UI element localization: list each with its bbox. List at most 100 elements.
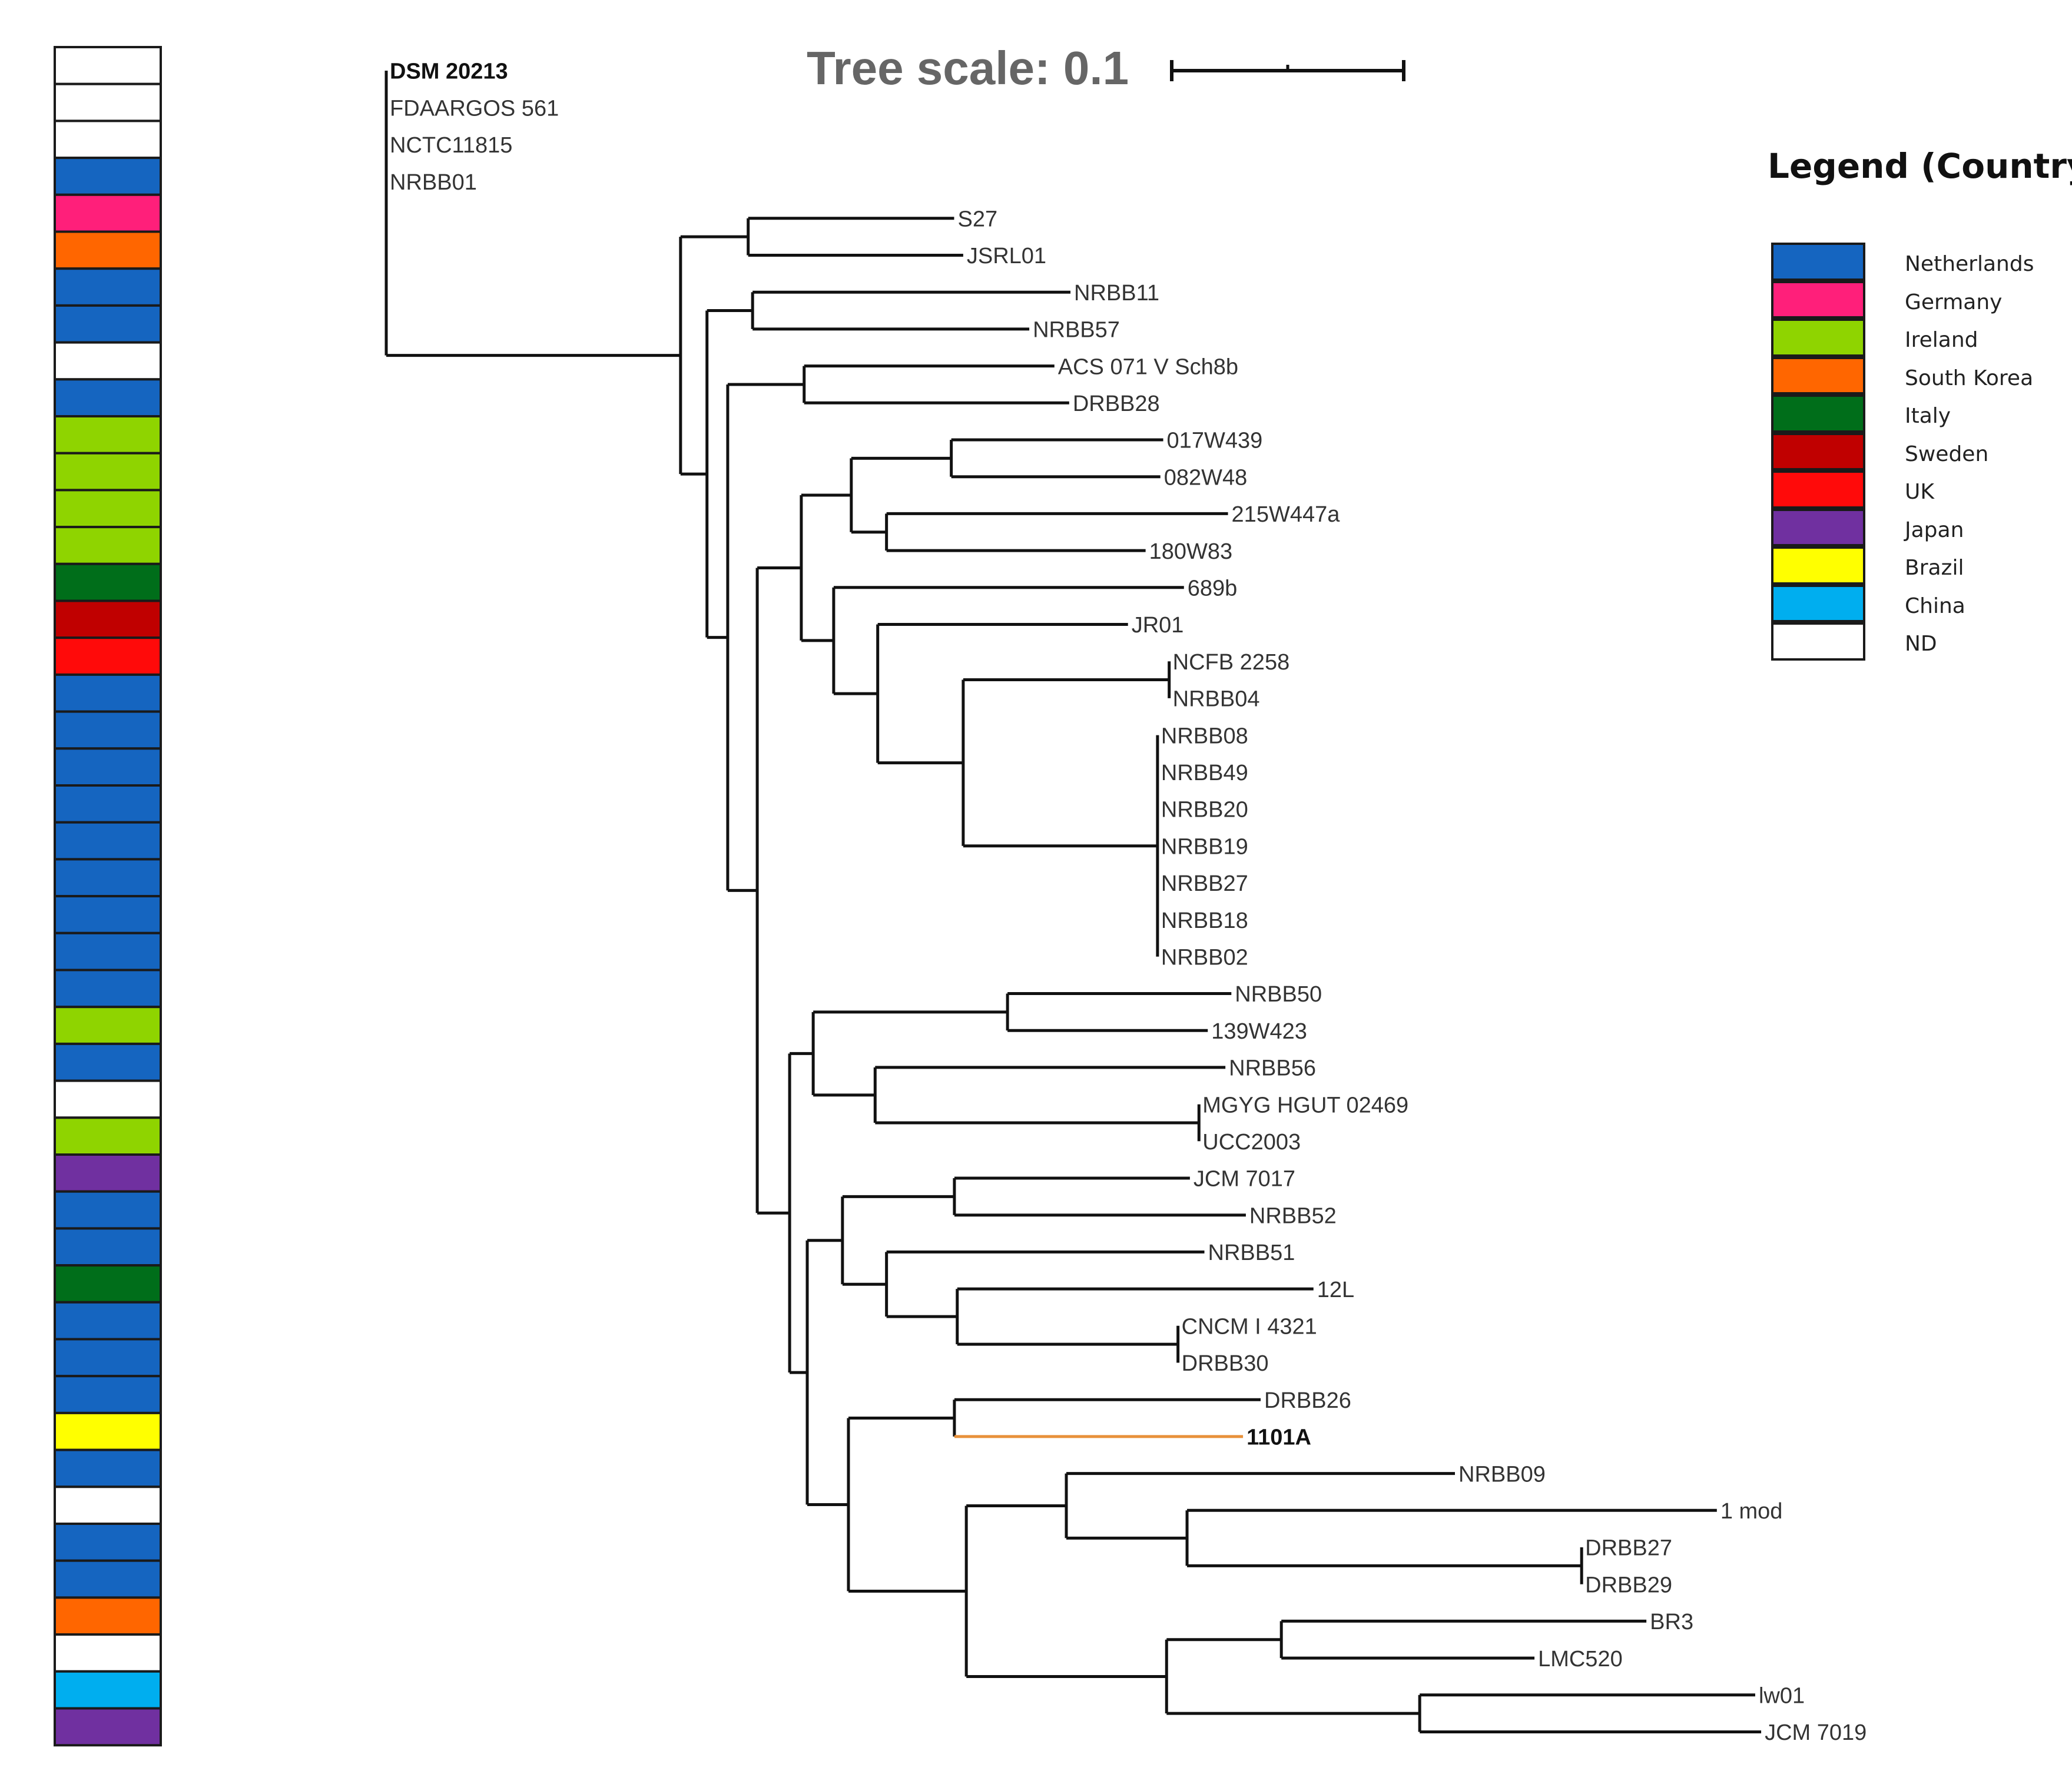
legend-swatch bbox=[1771, 243, 1865, 281]
leaf-label: NRBB09 bbox=[1458, 1462, 1546, 1487]
leaf-label: NCTC11815 bbox=[390, 133, 512, 158]
leaf-label: NRBB51 bbox=[1208, 1241, 1295, 1265]
legend-swatch bbox=[1771, 356, 1865, 394]
legend-item: Japan bbox=[1771, 508, 2054, 546]
country-strip-cell bbox=[54, 1227, 162, 1267]
leaf-label: 12L bbox=[1317, 1278, 1354, 1302]
leaf-label: NRBB57 bbox=[1033, 318, 1120, 343]
country-strip-cell bbox=[54, 636, 162, 676]
leaf-label: CNCM I 4321 bbox=[1182, 1314, 1317, 1339]
country-strip-cell bbox=[54, 1485, 162, 1526]
legend-label: Japan bbox=[1905, 518, 1964, 542]
leaf-label: DRBB26 bbox=[1264, 1388, 1351, 1413]
legend-label: Brazil bbox=[1905, 556, 1964, 580]
country-strip-cell bbox=[54, 858, 162, 898]
leaf-label: DRBB29 bbox=[1585, 1573, 1672, 1597]
leaf-label: NRBB27 bbox=[1161, 871, 1248, 896]
leaf-label: lw01 bbox=[1759, 1683, 1805, 1708]
country-strip-cell bbox=[54, 1559, 162, 1599]
leaf-label: NRBB01 bbox=[390, 170, 477, 195]
leaf-label: NRBB50 bbox=[1235, 982, 1322, 1007]
country-strip-cell bbox=[54, 1079, 162, 1119]
legend-swatch bbox=[1771, 432, 1865, 470]
leaf-label: ACS 071 V Sch8b bbox=[1058, 354, 1238, 379]
country-strip-cell bbox=[54, 452, 162, 492]
country-strip-cell bbox=[54, 1411, 162, 1451]
country-strip-cell bbox=[54, 378, 162, 417]
country-strip-cell bbox=[54, 1042, 162, 1082]
country-strip-cell bbox=[54, 1633, 162, 1673]
country-strip-cell bbox=[54, 895, 162, 934]
legend-swatch bbox=[1771, 280, 1865, 319]
leaf-label: NRBB04 bbox=[1173, 687, 1260, 712]
country-strip-cell bbox=[54, 931, 162, 971]
legend-item: South Korea bbox=[1771, 356, 2054, 394]
tree-scale: Tree scale: 0.1 bbox=[807, 42, 1405, 94]
leaf-label: NRBB56 bbox=[1229, 1056, 1316, 1081]
country-strip-cell bbox=[54, 1707, 162, 1747]
legend-item: China bbox=[1771, 584, 2054, 622]
legend-item: Italy bbox=[1771, 394, 2054, 433]
country-strip-cell bbox=[54, 46, 162, 85]
country-strip-cell bbox=[54, 599, 162, 639]
country-strip-cell bbox=[54, 82, 162, 122]
country-strip-cell bbox=[54, 1006, 162, 1045]
tree-branches bbox=[384, 71, 1762, 1733]
legend-swatch bbox=[1771, 319, 1865, 357]
legend-item: Sweden bbox=[1771, 432, 2054, 470]
leaf-label: DRBB28 bbox=[1073, 392, 1160, 416]
leaf-label: NRBB19 bbox=[1161, 834, 1248, 859]
legend-swatch bbox=[1771, 470, 1865, 509]
leaf-label: 1101A bbox=[1246, 1425, 1311, 1450]
legend-label: China bbox=[1905, 593, 1965, 618]
country-strip-cell bbox=[54, 1448, 162, 1488]
country-strip-cell bbox=[54, 1264, 162, 1304]
country-strip-cell bbox=[54, 1153, 162, 1193]
leaf-label: NRBB52 bbox=[1249, 1203, 1337, 1228]
country-strip-cell bbox=[54, 562, 162, 602]
legend-label: UK bbox=[1905, 480, 1934, 504]
legend-item: Ireland bbox=[1771, 319, 2054, 357]
leaf-label: DRBB30 bbox=[1182, 1351, 1269, 1376]
country-strip-cell bbox=[54, 489, 162, 529]
country-strip-cell bbox=[54, 526, 162, 565]
legend-item: Netherlands bbox=[1771, 243, 2054, 281]
legend-label: Netherlands bbox=[1905, 252, 2034, 276]
country-strip-cell bbox=[54, 120, 162, 160]
leaf-label: MGYG HGUT 02469 bbox=[1202, 1093, 1408, 1118]
leaf-label: 180W83 bbox=[1149, 539, 1233, 564]
leaf-label: NRBB20 bbox=[1161, 798, 1248, 823]
country-strip-cell bbox=[54, 969, 162, 1009]
legend-swatch bbox=[1771, 584, 1865, 622]
legend: Netherlands Germany Ireland South Korea Ital… bbox=[1771, 243, 2054, 661]
country-strip-cell bbox=[54, 710, 162, 750]
legend-label: South Korea bbox=[1905, 366, 2034, 390]
legend-item: Germany bbox=[1771, 280, 2054, 319]
leaf-label: NRBB08 bbox=[1161, 724, 1248, 748]
leaf-labels: DSM 20213 FDAARGOS 561 NCTC11815 NRBB01 S27 J… bbox=[390, 59, 1867, 1745]
country-strip-cell bbox=[54, 784, 162, 824]
leaf-label: 1 mod bbox=[1720, 1499, 1783, 1524]
legend-swatch bbox=[1771, 622, 1865, 661]
country-strip-cell bbox=[54, 673, 162, 713]
country-strip-cell bbox=[54, 267, 162, 307]
leaf-label: LMC520 bbox=[1538, 1647, 1623, 1672]
leaf-label: NCFB 2258 bbox=[1173, 650, 1290, 675]
leaf-label: UCC2003 bbox=[1202, 1130, 1301, 1155]
legend-label: Ireland bbox=[1905, 328, 1978, 352]
country-strip-cell bbox=[54, 304, 162, 344]
country-strip-cell bbox=[54, 415, 162, 455]
leaf-label: 689b bbox=[1188, 576, 1238, 601]
legend-item: Brazil bbox=[1771, 546, 2054, 585]
country-color-strip bbox=[54, 46, 162, 1747]
legend-label: ND bbox=[1905, 632, 1937, 656]
legend-title: Legend (Country) bbox=[1768, 146, 2072, 186]
leaf-label: S27 bbox=[957, 207, 997, 231]
leaf-label: 082W48 bbox=[1164, 465, 1248, 490]
country-strip-cell bbox=[54, 821, 162, 861]
country-strip-cell bbox=[54, 1670, 162, 1710]
country-strip-cell bbox=[54, 1301, 162, 1341]
legend-swatch bbox=[1771, 394, 1865, 433]
legend-item: UK bbox=[1771, 470, 2054, 509]
